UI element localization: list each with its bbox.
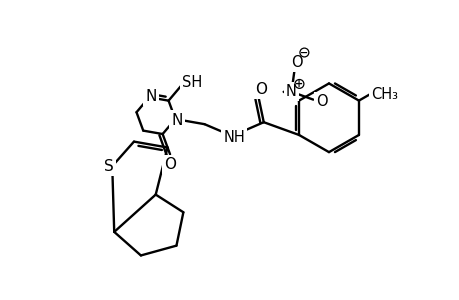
Text: O: O [164,157,176,172]
Text: N: N [145,89,157,104]
Text: N: N [285,84,297,99]
Text: +: + [295,79,303,89]
Text: O: O [290,55,302,70]
Text: NH: NH [223,130,245,146]
Text: S: S [104,159,114,174]
Text: −: − [300,47,308,58]
Text: SH: SH [182,75,202,90]
Text: O: O [316,94,327,109]
Text: N: N [171,112,183,128]
Text: O: O [254,82,266,97]
Text: CH₃: CH₃ [370,87,397,102]
